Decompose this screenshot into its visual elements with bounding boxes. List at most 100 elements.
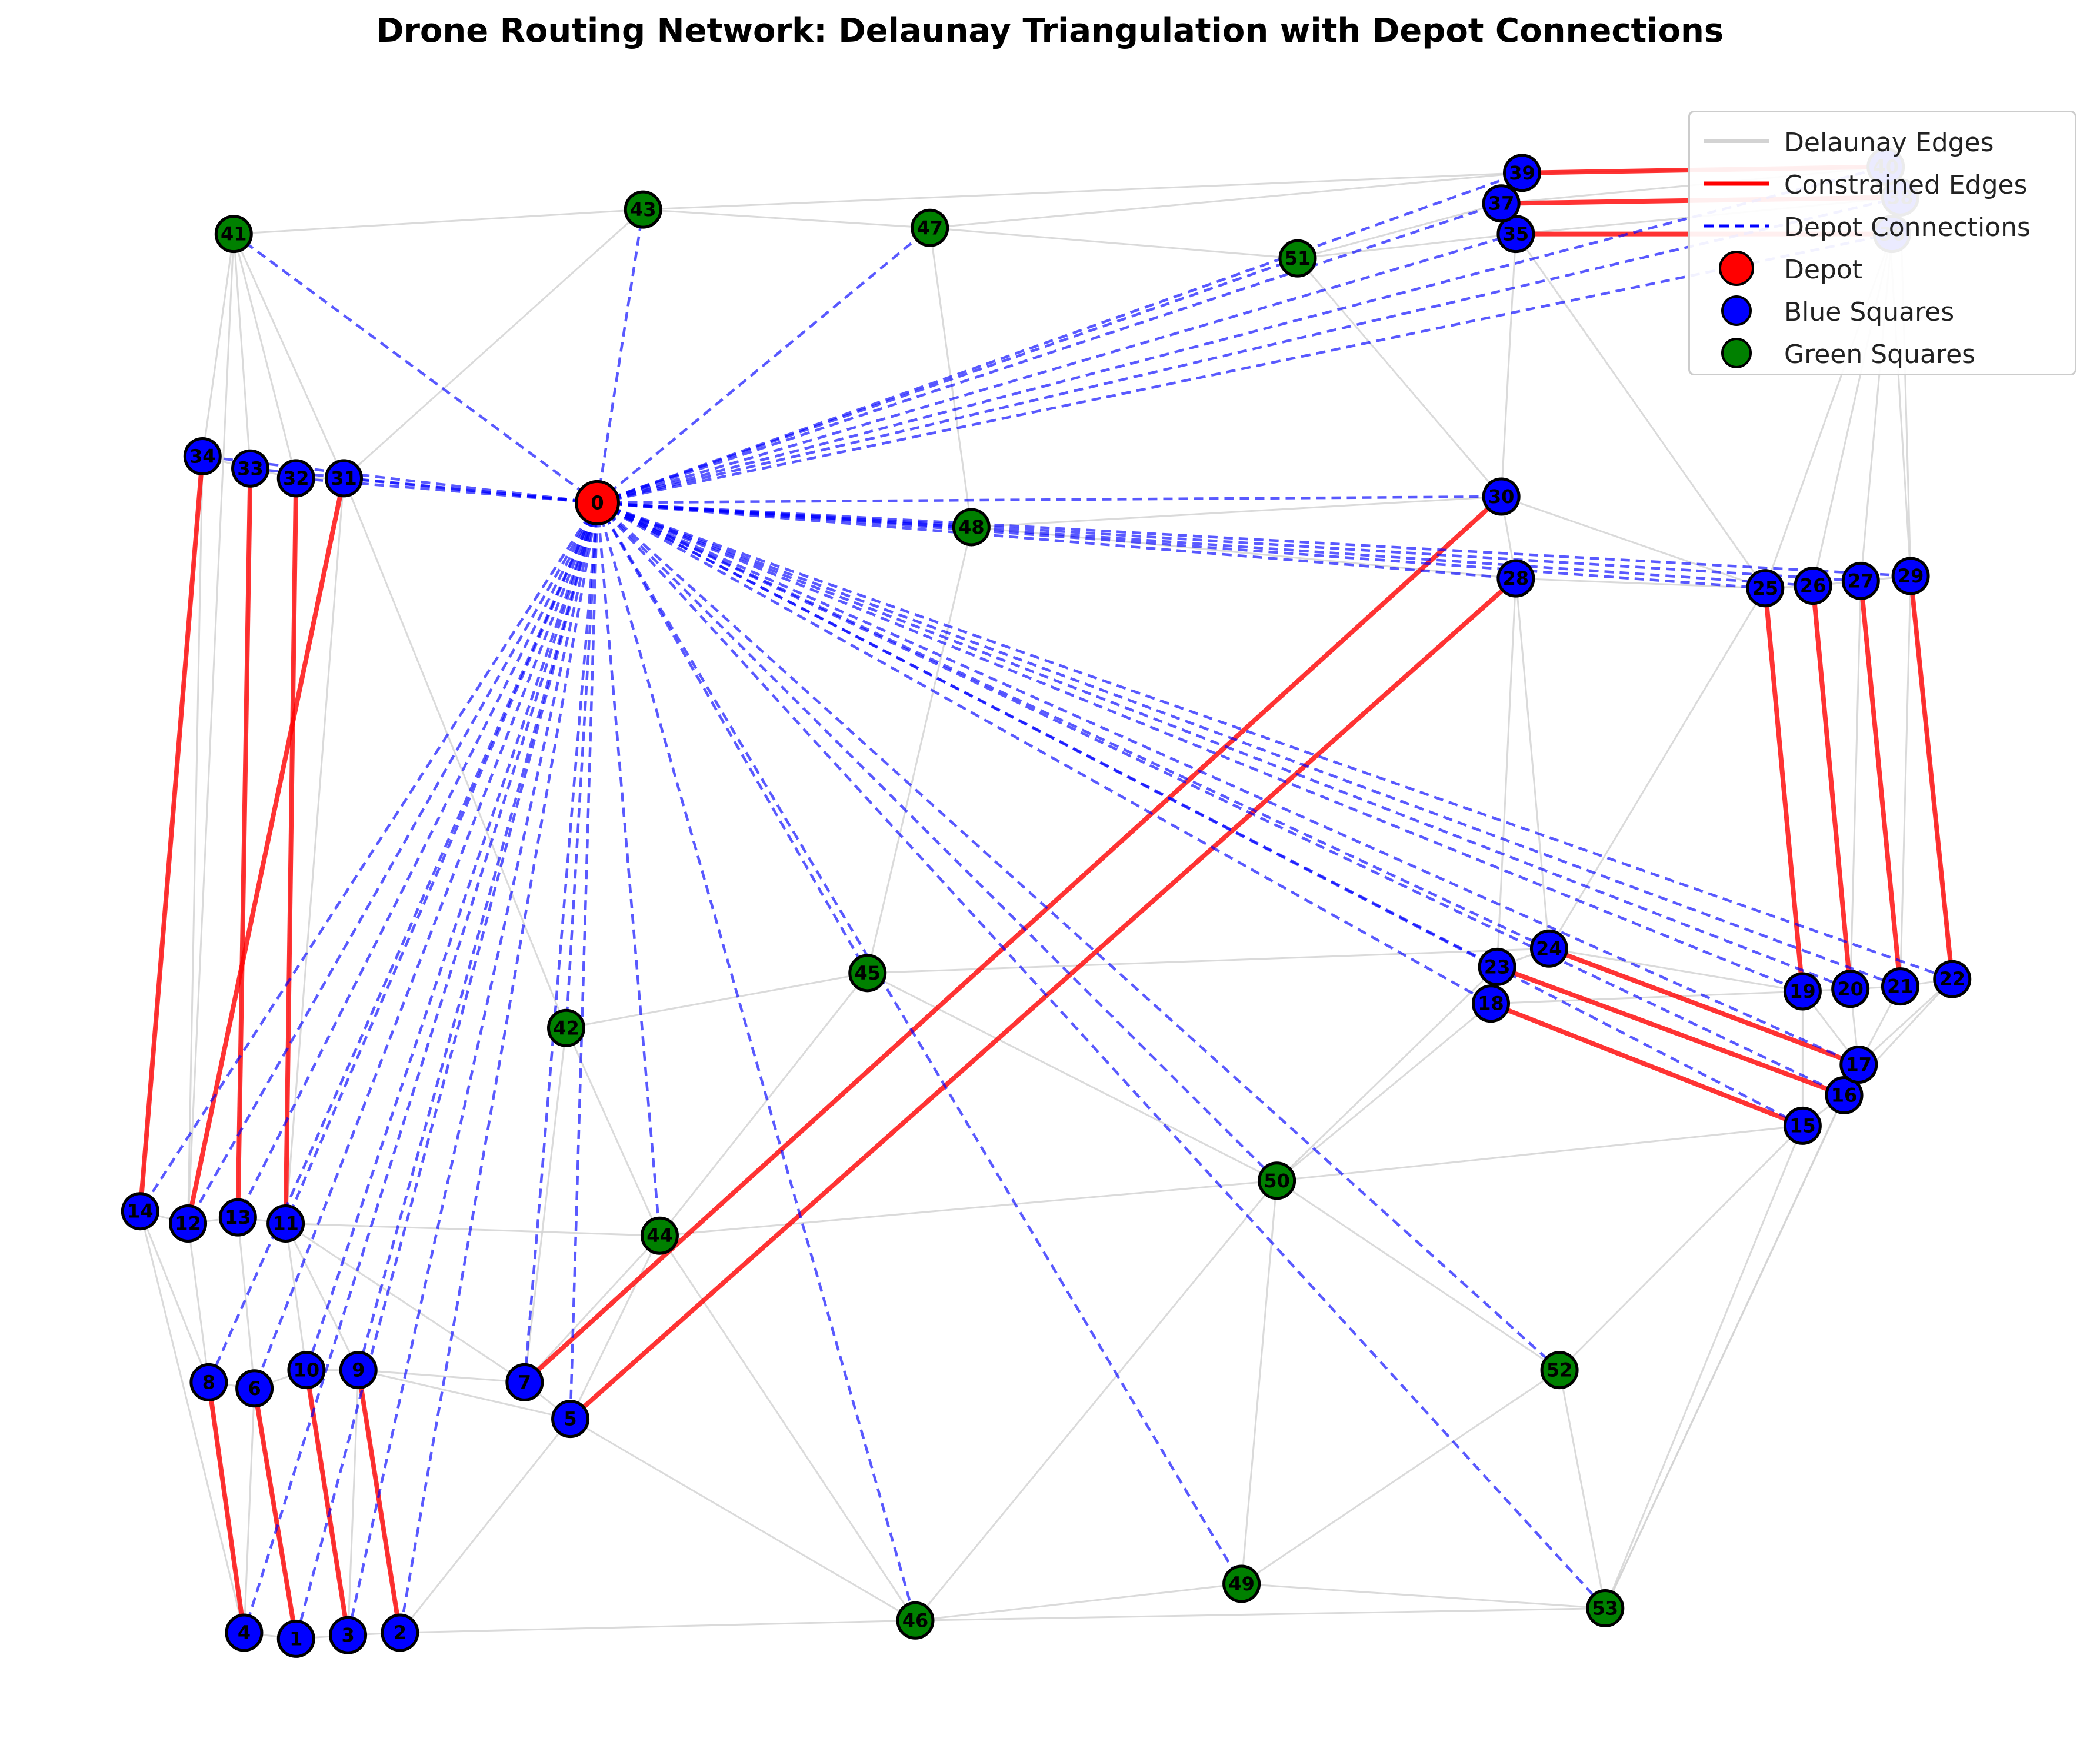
delaunay-edge-23-28 (1496, 578, 1517, 967)
depot-connection-0-51 (596, 257, 1298, 504)
node-23: 23 (1478, 947, 1516, 986)
green-marker (547, 1008, 585, 1047)
constrained-edge-18-15 (1490, 1001, 1804, 1128)
delaunay-edge-49-53 (1241, 1583, 1605, 1610)
legend-label: Green Squares (1784, 339, 1976, 369)
depot-connection-0-50 (596, 501, 1278, 1182)
node-label: 43 (630, 198, 656, 221)
blue-marker (1794, 567, 1832, 605)
depot-connection-0-40 (596, 165, 1886, 504)
constrained-edge-9-2 (356, 1370, 402, 1633)
constrained-edges-layer (138, 164, 1955, 1640)
depot-connection-0-49 (596, 502, 1243, 1585)
legend-entry-delaunay: Delaunay Edges (1690, 121, 2075, 162)
blue-marker (505, 1363, 544, 1401)
node-label: 14 (127, 1200, 154, 1223)
node-label: 49 (1228, 1573, 1255, 1595)
delaunay-edge-48-30 (971, 495, 1502, 528)
depot-connection-0-28 (597, 501, 1516, 580)
node-label: 33 (237, 457, 264, 480)
legend-label: Depot (1784, 255, 1863, 285)
blue-marker (1891, 557, 1930, 595)
blue-marker (189, 1363, 228, 1401)
node-label: 18 (1478, 993, 1504, 1015)
node-label: 5 (564, 1408, 576, 1430)
depot-connection-0-2 (398, 502, 599, 1633)
delaunay-edge-42-45 (566, 972, 868, 1029)
node-label: 24 (1536, 937, 1562, 960)
delaunay-edge-5-46 (569, 1418, 916, 1622)
green-marker (214, 215, 253, 254)
blue-marker (1825, 1076, 1864, 1114)
node-47: 47 (911, 208, 949, 247)
depot-connection-0-36 (597, 232, 1892, 504)
delaunay-edge-46-53 (915, 1607, 1605, 1622)
green-marker (1586, 1589, 1625, 1628)
depot-connection-0-9 (357, 502, 599, 1371)
delaunay-edge-52-15 (1559, 1125, 1804, 1371)
depot-connection-0-18 (596, 501, 1492, 1005)
node-34: 34 (183, 437, 222, 476)
node-53: 53 (1586, 1589, 1625, 1628)
constrained-edge-31-12 (185, 478, 346, 1224)
constrained-edge-34-14 (138, 456, 205, 1212)
node-label: 7 (518, 1371, 531, 1393)
constrained-edge-5-28 (568, 577, 1518, 1421)
blue-marker (551, 1400, 590, 1439)
constrained-edge-25-19 (1762, 588, 1805, 992)
delaunay-edge-11-44 (285, 1222, 660, 1237)
node-label: 27 (1848, 570, 1874, 592)
blue-marker (276, 1619, 315, 1658)
blue-marker (1783, 1106, 1822, 1145)
node-label: 15 (1789, 1114, 1816, 1137)
green-marker (911, 208, 949, 247)
node-52: 52 (1540, 1351, 1579, 1390)
delaunay-edge-43-47 (643, 208, 930, 229)
green-marker (952, 508, 991, 547)
depot-connection-0-14 (139, 502, 599, 1212)
node-7: 7 (505, 1363, 544, 1401)
node-6: 6 (235, 1369, 274, 1408)
depot-connection-0-44 (596, 502, 661, 1236)
delaunay-edge-27-20 (1849, 581, 1862, 989)
node-12: 12 (169, 1204, 208, 1243)
delaunay-edge-45-24 (867, 947, 1549, 974)
node-22: 22 (1933, 960, 1972, 998)
node-16: 16 (1825, 1076, 1864, 1114)
depot-connection-0-48 (597, 501, 972, 529)
node-label: 53 (1592, 1597, 1619, 1620)
delaunay-edge-46-50 (914, 1180, 1278, 1622)
node-label: 2 (394, 1622, 406, 1644)
legend-marker-depot (1719, 251, 1754, 286)
blue-marker (225, 1613, 264, 1652)
legend-label: Blue Squares (1784, 297, 1955, 327)
node-label: 8 (202, 1371, 215, 1393)
blue-marker (121, 1192, 159, 1231)
delaunay-edge-44-50 (659, 1180, 1277, 1237)
delaunay-edge-31-42 (343, 478, 567, 1028)
green-marker (624, 190, 662, 229)
delaunay-edge-9-5 (358, 1369, 571, 1420)
blue-marker (1839, 1046, 1878, 1084)
delaunay-edge-45-50 (867, 972, 1278, 1182)
depot-connection-0-21 (596, 501, 1901, 988)
depot-connection-0-19 (596, 501, 1804, 993)
green-marker (896, 1601, 935, 1640)
delaunay-edge-47-39 (929, 172, 1522, 229)
node-3: 3 (329, 1616, 368, 1654)
node-label: 0 (591, 491, 604, 514)
delaunay-edge-24-19 (1549, 947, 1803, 993)
node-2: 2 (381, 1613, 419, 1652)
legend-line-depot-connections (1704, 224, 1769, 228)
depot-connection-0-7 (523, 502, 599, 1383)
node-label: 30 (1488, 485, 1515, 508)
depot-connection-0-47 (596, 227, 931, 504)
delaunay-edge-17-53 (1604, 1064, 1860, 1609)
delaunay-edge-11-10 (285, 1223, 308, 1370)
delaunay-edge-41-12 (187, 234, 235, 1224)
node-label: 20 (1837, 978, 1864, 1000)
delaunay-edge-43-31 (343, 208, 644, 480)
node-label: 12 (175, 1212, 201, 1234)
